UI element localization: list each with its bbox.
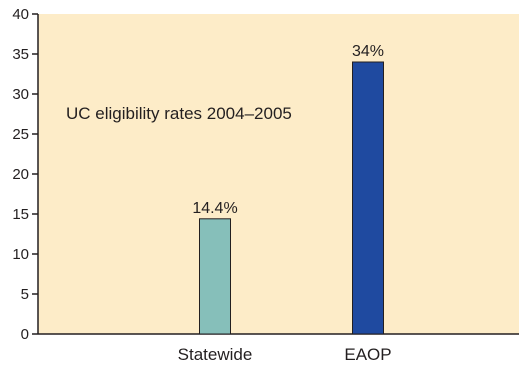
bar-statewide — [199, 218, 231, 335]
data-labels: 14.4% 34% — [192, 43, 384, 217]
y-tick-label: 15 — [12, 206, 29, 223]
plot-background — [38, 14, 519, 334]
bars — [199, 61, 384, 335]
data-label: 34% — [352, 43, 384, 60]
y-tick-label: 30 — [12, 86, 29, 103]
chart-title: UC eligibility rates 2004–2005 — [66, 104, 292, 123]
category-label: EAOP — [344, 345, 391, 364]
y-tick-label: 40 — [12, 6, 29, 23]
y-tick-label: 35 — [12, 46, 29, 63]
y-tick-label: 0 — [21, 326, 29, 343]
bar-eaop — [352, 61, 384, 335]
category-label: Statewide — [178, 345, 253, 364]
y-tick-label: 20 — [12, 166, 29, 183]
data-label: 14.4% — [192, 200, 237, 217]
y-tick-label: 25 — [12, 126, 29, 143]
y-axis-ticks: 0 5 10 15 20 25 30 35 40 — [12, 6, 38, 343]
y-tick-label: 10 — [12, 246, 29, 263]
y-tick-label: 5 — [21, 286, 29, 303]
category-labels: Statewide EAOP — [178, 345, 392, 364]
